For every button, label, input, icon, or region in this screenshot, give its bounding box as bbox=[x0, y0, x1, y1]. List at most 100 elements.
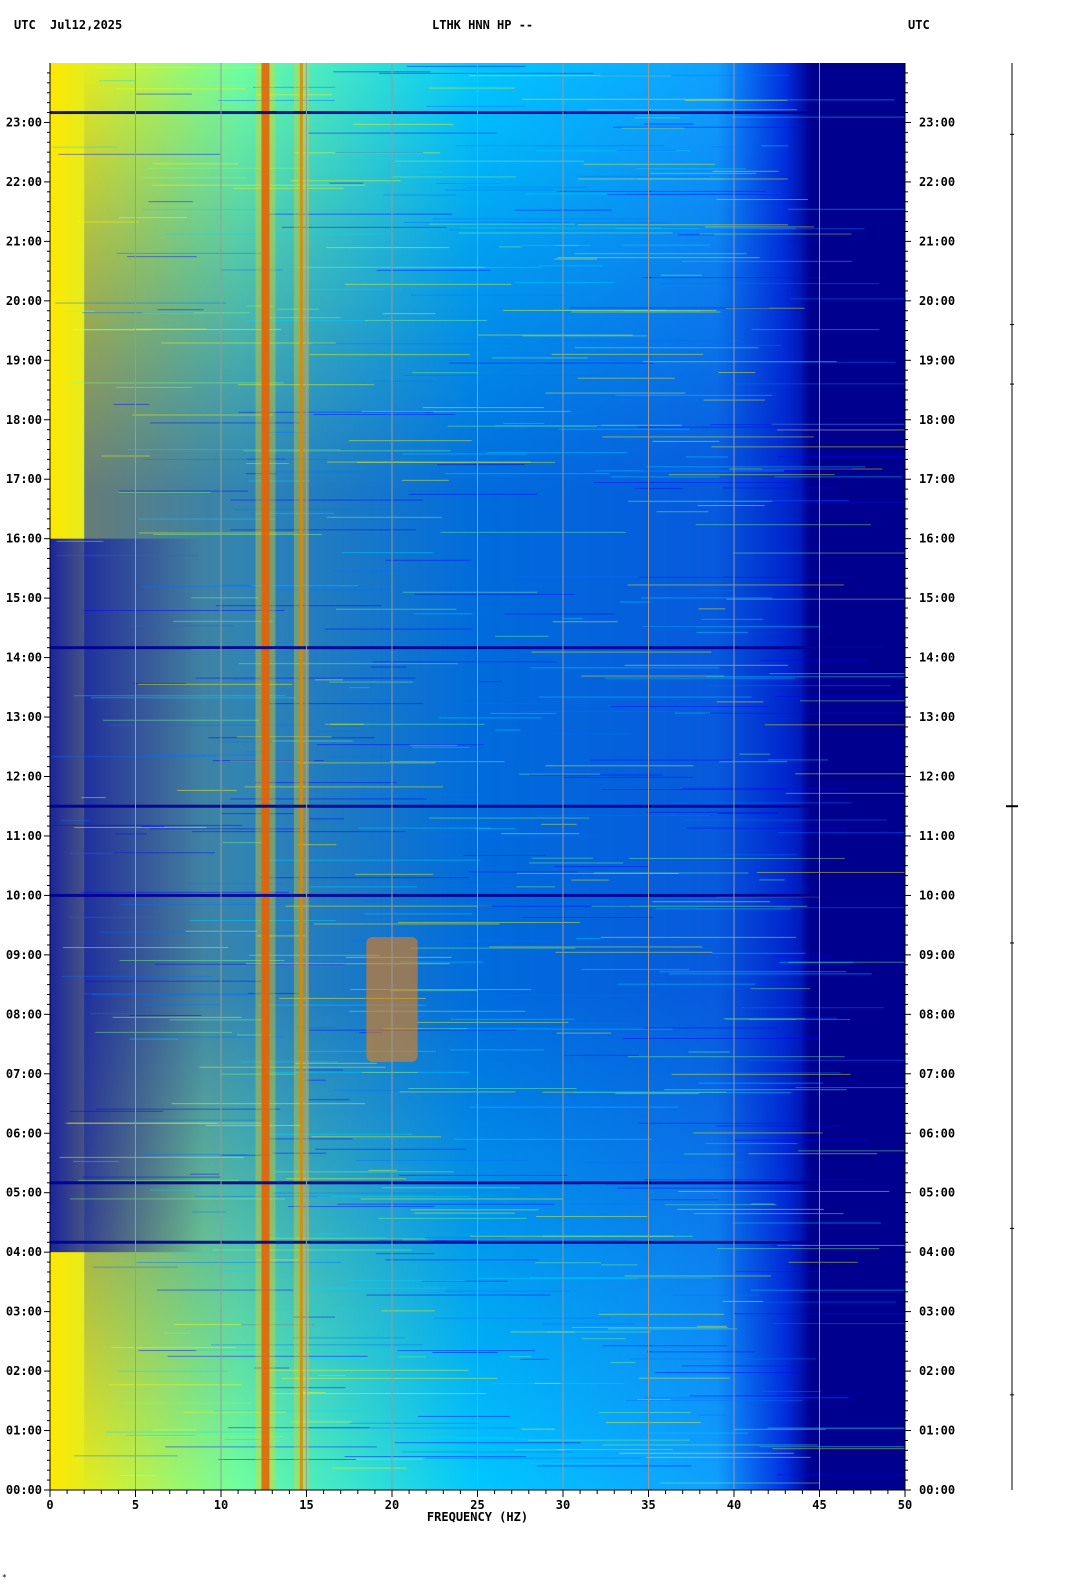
texture-streak bbox=[436, 995, 657, 997]
texture-streak bbox=[577, 377, 675, 379]
texture-streak bbox=[241, 1324, 315, 1326]
texture-streak bbox=[661, 283, 879, 285]
texture-streak bbox=[255, 512, 335, 514]
texture-streak bbox=[460, 227, 661, 229]
date-label: Jul12,2025 bbox=[50, 18, 123, 32]
texture-streak bbox=[152, 184, 366, 186]
y-tick-label-right: 04:00 bbox=[919, 1245, 955, 1259]
texture-streak bbox=[736, 1271, 827, 1273]
texture-streak bbox=[317, 1196, 472, 1198]
texture-streak bbox=[458, 266, 542, 268]
texture-streak bbox=[771, 1245, 793, 1247]
texture-streak bbox=[639, 1377, 730, 1379]
texture-streak bbox=[695, 524, 871, 526]
texture-streak bbox=[434, 1240, 477, 1242]
texture-streak bbox=[394, 160, 585, 162]
x-tick-label: 5 bbox=[132, 1498, 139, 1512]
texture-streak bbox=[698, 1082, 823, 1084]
y-tick-label-left: 20:00 bbox=[6, 294, 42, 308]
y-tick-label-left: 21:00 bbox=[6, 234, 42, 248]
texture-streak bbox=[385, 559, 472, 561]
texture-streak bbox=[622, 1037, 822, 1039]
texture-streak bbox=[401, 1451, 573, 1453]
texture-streak bbox=[84, 609, 285, 611]
texture-streak bbox=[698, 99, 895, 101]
texture-streak bbox=[263, 213, 453, 215]
texture-streak bbox=[364, 913, 473, 915]
texture-streak bbox=[529, 862, 624, 864]
texture-streak bbox=[394, 1442, 581, 1444]
texture-streak bbox=[557, 257, 760, 259]
y-tick-label-right: 08:00 bbox=[919, 1007, 955, 1021]
texture-streak bbox=[646, 466, 866, 468]
texture-streak bbox=[335, 608, 457, 610]
texture-streak bbox=[777, 455, 905, 457]
texture-streak bbox=[256, 935, 305, 937]
texture-streak bbox=[750, 1289, 905, 1291]
texture-streak bbox=[571, 879, 609, 881]
texture-streak bbox=[247, 305, 273, 307]
texture-streak bbox=[576, 175, 710, 177]
y-tick-label-right: 22:00 bbox=[919, 175, 955, 189]
texture-streak bbox=[573, 1092, 791, 1094]
texture-streak bbox=[190, 1173, 220, 1175]
y-tick-label-left: 16:00 bbox=[6, 532, 42, 546]
texture-streak bbox=[626, 1399, 803, 1401]
texture-streak bbox=[81, 797, 106, 799]
texture-streak bbox=[390, 990, 477, 992]
texture-streak bbox=[218, 99, 335, 101]
texture-streak bbox=[716, 701, 764, 703]
texture-streak bbox=[723, 1018, 806, 1020]
texture-streak bbox=[246, 751, 270, 753]
texture-streak bbox=[717, 1248, 880, 1250]
texture-streak bbox=[478, 681, 502, 683]
texture-streak bbox=[569, 307, 770, 309]
texture-streak bbox=[272, 1152, 326, 1154]
texture-streak bbox=[729, 468, 883, 470]
texture-streak bbox=[621, 244, 710, 246]
texture-streak bbox=[412, 746, 470, 748]
texture-streak bbox=[378, 1217, 527, 1219]
texture-streak bbox=[383, 313, 436, 315]
texture-streak bbox=[245, 963, 450, 965]
texture-streak bbox=[404, 375, 610, 377]
texture-streak bbox=[211, 1344, 424, 1346]
texture-streak bbox=[756, 871, 905, 873]
texture-streak bbox=[448, 229, 552, 231]
texture-streak bbox=[636, 168, 746, 170]
texture-streak bbox=[773, 955, 831, 957]
texture-streak bbox=[616, 1187, 798, 1189]
texture-streak bbox=[767, 759, 829, 761]
texture-streak bbox=[432, 218, 651, 220]
texture-streak bbox=[751, 1203, 775, 1205]
texture-streak bbox=[63, 947, 229, 949]
texture-streak bbox=[125, 1434, 197, 1436]
texture-streak bbox=[600, 936, 797, 938]
y-tick-label-left: 23:00 bbox=[6, 115, 42, 129]
texture-streak bbox=[522, 335, 648, 337]
x-tick-label: 15 bbox=[299, 1498, 313, 1512]
texture-streak bbox=[503, 309, 717, 311]
texture-streak bbox=[127, 449, 341, 451]
texture-streak bbox=[80, 891, 289, 893]
texture-streak bbox=[174, 1323, 315, 1325]
texture-streak bbox=[324, 628, 473, 630]
texture-streak bbox=[668, 474, 835, 476]
texture-streak bbox=[191, 597, 259, 599]
texture-streak bbox=[616, 149, 677, 151]
texture-streak bbox=[538, 265, 603, 267]
texture-streak bbox=[400, 961, 484, 963]
y-tick-label-left: 01:00 bbox=[6, 1424, 42, 1438]
texture-streak bbox=[795, 773, 905, 775]
texture-streak bbox=[668, 430, 703, 432]
texture-streak bbox=[129, 1038, 179, 1040]
y-tick-label-left: 15:00 bbox=[6, 591, 42, 605]
texture-streak bbox=[107, 724, 313, 726]
texture-streak bbox=[115, 833, 147, 835]
persistent-line bbox=[299, 63, 303, 1490]
texture-streak bbox=[234, 509, 407, 511]
station-label: LTHK HNN HP -- bbox=[432, 18, 534, 32]
texture-streak bbox=[410, 294, 563, 296]
texture-streak bbox=[600, 424, 682, 426]
texture-streak bbox=[373, 380, 435, 382]
